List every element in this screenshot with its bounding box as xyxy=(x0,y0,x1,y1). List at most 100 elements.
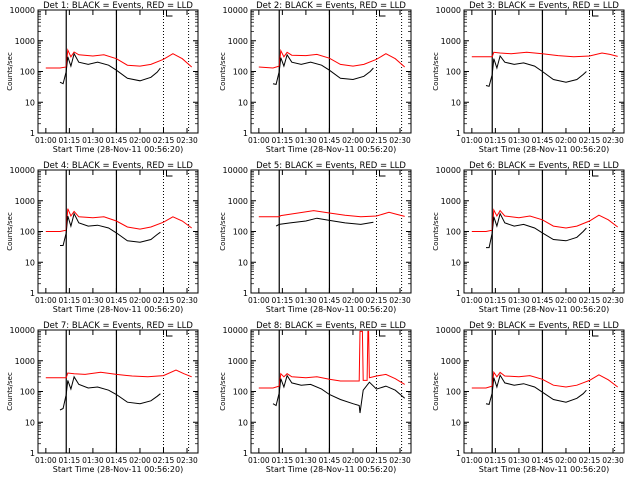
detector-chart-5: Det 5: BLACK = Events, RED = LLD 1 10 100 10… xyxy=(219,161,412,314)
x-tick-label: 01:15 xyxy=(272,456,294,465)
y-axis-label: Counts/sec xyxy=(219,52,227,91)
lld-series-line xyxy=(471,208,619,232)
y-axis-label: Counts/sec xyxy=(6,212,14,251)
y-tick-label: 10000 xyxy=(436,166,461,175)
x-tick-label: 02:00 xyxy=(555,456,577,465)
interval-bracket xyxy=(165,170,173,177)
x-tick-label: 02:15 xyxy=(579,136,601,145)
x-tick-label: 01:15 xyxy=(272,296,294,305)
events-series-line xyxy=(275,217,374,227)
detector-chart-7: Det 7: BLACK = Events, RED = LLD 1 10 100 10… xyxy=(6,321,199,474)
x-tick-label: 01:00 xyxy=(248,456,270,465)
x-tick-label: 01:30 xyxy=(295,456,317,465)
y-tick-label: 1000 xyxy=(228,37,248,46)
chart-title: Det 6: BLACK = Events, RED = LLD xyxy=(469,161,619,171)
y-tick-label: 10000 xyxy=(10,6,35,15)
x-tick-label: 01:30 xyxy=(82,456,104,465)
y-axis-label: Counts/sec xyxy=(219,372,227,411)
x-tick-label: 02:00 xyxy=(129,296,151,305)
detector-chart-8: Det 8: BLACK = Events, RED = LLD 1 10 100 10… xyxy=(219,321,412,474)
interval-bracket xyxy=(591,10,599,17)
x-tick-label: 02:30 xyxy=(602,456,624,465)
y-tick-label: 1 xyxy=(243,449,248,458)
events-series-line xyxy=(485,373,587,405)
x-axis-label: Start Time (28-Nov-11 00:56:20) xyxy=(479,145,609,154)
x-tick-label: 01:15 xyxy=(485,456,507,465)
interval-bracket xyxy=(378,330,386,337)
x-tick-label: 01:00 xyxy=(248,136,270,145)
y-axis-label: Counts/sec xyxy=(6,52,14,91)
x-tick-label: 01:15 xyxy=(59,136,81,145)
x-tick-label: 01:45 xyxy=(106,456,128,465)
chart-title: Det 9: BLACK = Events, RED = LLD xyxy=(469,321,619,331)
y-axis-label: Counts/sec xyxy=(219,212,227,251)
lld-series-line xyxy=(258,330,405,389)
lld-series-line xyxy=(45,208,192,232)
interval-bracket xyxy=(165,330,173,337)
x-tick-label: 02:30 xyxy=(389,456,411,465)
y-tick-label: 10000 xyxy=(223,166,248,175)
x-tick-label: 02:00 xyxy=(129,456,151,465)
y-tick-label: 1 xyxy=(30,289,35,298)
x-tick-label: 01:00 xyxy=(248,296,270,305)
interval-bracket xyxy=(165,10,173,17)
detector-chart-3: Det 3: BLACK = Events, RED = LLD 1 10 100 10… xyxy=(432,1,625,154)
x-tick-label: 02:15 xyxy=(153,296,175,305)
y-tick-label: 10000 xyxy=(436,6,461,15)
y-tick-label: 100 xyxy=(20,68,35,77)
x-tick-label: 01:15 xyxy=(485,136,507,145)
chart-title: Det 1: BLACK = Events, RED = LLD xyxy=(43,1,193,11)
x-tick-label: 01:30 xyxy=(82,136,104,145)
x-tick-label: 02:30 xyxy=(176,456,198,465)
y-tick-label: 10 xyxy=(238,258,248,267)
x-tick-label: 02:00 xyxy=(342,456,364,465)
events-series-line xyxy=(59,375,161,411)
x-tick-label: 01:45 xyxy=(106,296,128,305)
y-tick-label: 10 xyxy=(25,418,35,427)
x-tick-label: 01:15 xyxy=(59,296,81,305)
y-tick-label: 10 xyxy=(25,98,35,107)
y-tick-label: 1000 xyxy=(441,357,461,366)
y-tick-label: 1 xyxy=(30,449,35,458)
x-tick-label: 01:30 xyxy=(295,136,317,145)
plot-frame xyxy=(250,169,412,294)
x-tick-label: 02:30 xyxy=(602,136,624,145)
y-tick-label: 1 xyxy=(456,129,461,138)
y-axis-label: Counts/sec xyxy=(432,52,440,91)
x-tick-label: 02:15 xyxy=(153,136,175,145)
x-tick-label: 01:00 xyxy=(461,456,483,465)
chart-title: Det 3: BLACK = Events, RED = LLD xyxy=(469,1,619,11)
y-tick-label: 10000 xyxy=(436,326,461,335)
x-tick-label: 01:45 xyxy=(319,456,341,465)
y-tick-label: 100 xyxy=(446,68,461,77)
y-tick-label: 1 xyxy=(30,129,35,138)
y-tick-label: 1 xyxy=(243,129,248,138)
x-axis-label: Start Time (28-Nov-11 00:56:20) xyxy=(479,465,609,474)
y-tick-label: 1 xyxy=(456,449,461,458)
y-tick-label: 100 xyxy=(233,388,248,397)
detector-chart-9: Det 9: BLACK = Events, RED = LLD 1 10 100 10… xyxy=(432,321,625,474)
y-axis-label: Counts/sec xyxy=(6,372,14,411)
y-tick-label: 10000 xyxy=(10,326,35,335)
lld-series-line xyxy=(45,369,192,379)
events-series-line xyxy=(60,212,161,246)
detector-chart-6: Det 6: BLACK = Events, RED = LLD 1 10 100 10… xyxy=(432,161,625,314)
y-tick-label: 100 xyxy=(446,388,461,397)
y-tick-label: 10000 xyxy=(223,6,248,15)
x-tick-label: 02:15 xyxy=(579,296,601,305)
plot-frame xyxy=(250,329,412,454)
x-tick-label: 02:00 xyxy=(342,296,364,305)
lld-series-line xyxy=(471,370,619,389)
y-tick-label: 10 xyxy=(451,418,461,427)
x-tick-label: 01:45 xyxy=(319,136,341,145)
x-tick-label: 01:15 xyxy=(272,136,294,145)
interval-bracket xyxy=(378,170,386,177)
lld-series-line xyxy=(471,51,618,58)
y-tick-label: 10 xyxy=(451,258,461,267)
x-tick-label: 02:15 xyxy=(579,456,601,465)
plot-frame xyxy=(463,329,625,454)
x-axis-label: Start Time (28-Nov-11 00:56:20) xyxy=(53,465,183,474)
x-tick-label: 02:15 xyxy=(366,136,388,145)
chart-title: Det 8: BLACK = Events, RED = LLD xyxy=(256,321,406,331)
